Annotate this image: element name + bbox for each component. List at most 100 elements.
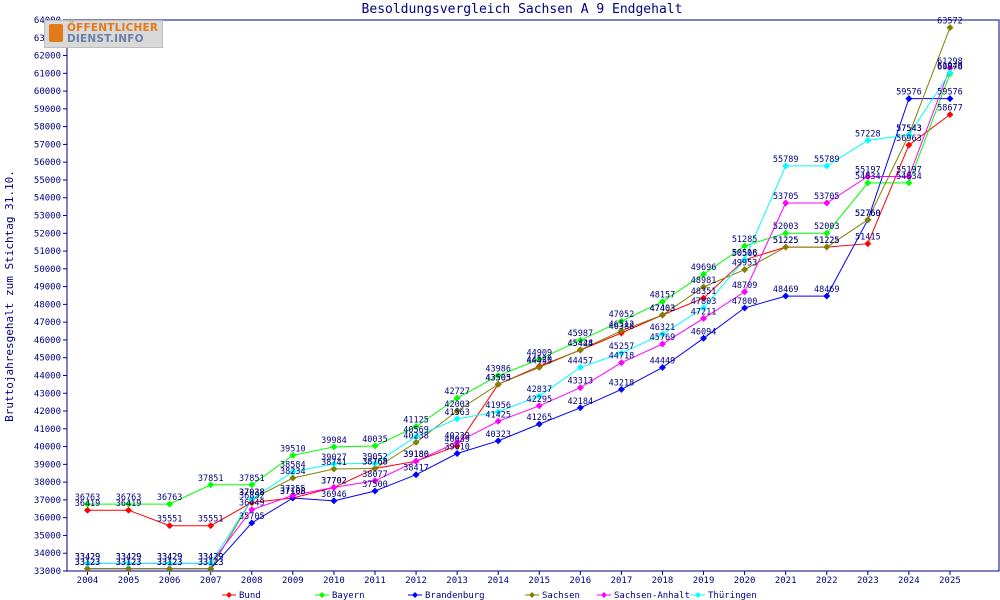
data-point [658, 311, 667, 319]
data-label: 33123 [157, 558, 183, 568]
data-label: 44520 [526, 355, 552, 365]
data-label: 54834 [896, 172, 922, 182]
data-label: 45444 [568, 339, 594, 349]
data-point [371, 477, 379, 485]
data-point [576, 404, 584, 412]
data-point [823, 243, 831, 251]
data-label: 43218 [609, 378, 635, 388]
data-point [782, 243, 790, 251]
x-axis: 2004 2005 2006 2007 2008 2009 2010 2011 2012 2013… [77, 571, 961, 586]
data-point [782, 162, 790, 170]
x-tick-label: 2005 [118, 576, 140, 586]
data-label: 38768 [362, 457, 388, 467]
data-point [864, 136, 872, 144]
data-label: 57543 [896, 124, 922, 134]
data-label: 36852 [239, 492, 265, 502]
data-label: 47211 [691, 307, 717, 317]
y-tick-label: 52000 [34, 229, 61, 239]
data-label: 44457 [568, 356, 594, 366]
data-label: 33429 [116, 552, 142, 562]
data-point [535, 392, 543, 400]
data-label: 47800 [732, 297, 758, 307]
series-line-5 [87, 72, 951, 564]
data-point [699, 314, 708, 322]
data-label: 48157 [650, 291, 676, 301]
data-label: 51225 [814, 236, 840, 246]
data-label: 48351 [691, 287, 717, 297]
data-label: 49696 [691, 263, 717, 273]
data-point [125, 506, 133, 514]
series-line-2 [87, 98, 950, 570]
y-tick-label: 37000 [34, 496, 61, 506]
y-tick-label: 50000 [34, 265, 61, 275]
data-point [864, 240, 872, 248]
data-label: 35705 [239, 512, 265, 522]
data-label: 43313 [568, 377, 594, 387]
y-tick-label: 49000 [34, 283, 61, 293]
data-point [823, 229, 831, 237]
data-point [905, 141, 913, 149]
data-label: 43503 [485, 373, 511, 383]
legend-label: Sachsen-Anhalt [614, 591, 690, 600]
data-label: 39052 [362, 452, 388, 462]
data-point [371, 442, 379, 450]
data-label: 33123 [75, 558, 101, 568]
y-tick-label: 35000 [34, 531, 61, 541]
data-point [494, 408, 502, 416]
data-label: 33123 [157, 558, 183, 568]
data-label: 52760 [855, 209, 881, 219]
data-label: 44909 [526, 348, 552, 358]
data-label: 33429 [198, 552, 224, 562]
y-tick-label: 34000 [34, 549, 61, 559]
data-label: 45769 [650, 333, 676, 343]
data-point [699, 294, 708, 302]
data-label: 59576 [937, 88, 963, 98]
y-tick-label: 40000 [34, 443, 61, 453]
data-label: 45987 [568, 329, 594, 339]
data-label: 44455 [526, 356, 552, 366]
data-label: 37500 [362, 480, 388, 490]
data-point [83, 559, 92, 567]
data-label: 51225 [773, 236, 799, 246]
x-tick-label: 2007 [200, 576, 222, 586]
y-tick-label: 61000 [34, 69, 61, 79]
data-label: 40035 [362, 435, 388, 445]
y-tick-label: 36000 [34, 514, 61, 524]
data-point [905, 179, 913, 187]
data-point [207, 559, 215, 567]
data-label: 51225 [773, 236, 799, 246]
site-logo: ÖFFENTLICHER DIENST.INFO [44, 20, 163, 48]
data-point [905, 131, 913, 139]
series-points [83, 24, 954, 573]
data-point [371, 464, 379, 473]
data-label: 46388 [609, 322, 635, 332]
data-point [248, 519, 256, 527]
data-point [494, 417, 502, 425]
data-label: 41125 [403, 416, 429, 426]
data-point [699, 270, 708, 278]
data-point [864, 216, 872, 224]
y-tick-label: 55000 [34, 176, 61, 186]
logo-text-line2: DIENST.INFO [67, 33, 144, 45]
y-tick-label: 33000 [34, 567, 61, 577]
data-label: 37038 [239, 488, 265, 498]
legend-label: Sachsen [542, 591, 580, 600]
data-label: 33123 [198, 558, 224, 568]
series-line-4 [87, 67, 951, 564]
data-point [576, 384, 584, 392]
data-label: 38741 [321, 458, 347, 468]
x-tick-label: 2018 [652, 576, 674, 586]
data-point [946, 68, 954, 77]
data-label: 60978 [937, 63, 963, 73]
data-point [453, 415, 461, 423]
data-label: 40569 [403, 425, 429, 435]
data-label: 41425 [485, 410, 511, 420]
x-tick-label: 2024 [898, 576, 920, 586]
logo-text-line1: ÖFFENTLICHER [67, 22, 159, 34]
data-label: 36946 [321, 490, 347, 500]
y-tick-label: 51000 [34, 247, 61, 257]
data-point [617, 327, 625, 335]
x-tick-label: 2015 [528, 576, 550, 586]
legend-marker [695, 592, 701, 598]
data-point [905, 95, 913, 103]
